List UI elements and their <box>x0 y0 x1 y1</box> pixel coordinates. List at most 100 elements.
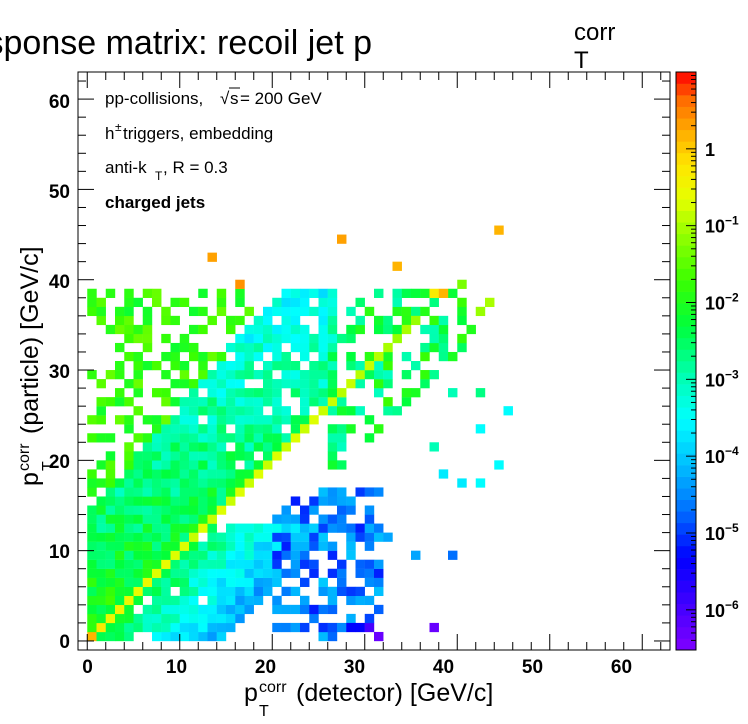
heatmap-cell <box>152 469 162 479</box>
heatmap-cell <box>226 496 236 506</box>
heatmap-cell <box>198 604 208 615</box>
heatmap-cell <box>337 397 347 407</box>
heatmap-cell <box>87 288 97 298</box>
heatmap-cell <box>87 532 97 542</box>
heatmap-cell <box>105 613 116 624</box>
heatmap-cell <box>105 604 116 615</box>
color-scale-label-base: 1 <box>705 140 715 160</box>
heatmap-cell <box>133 523 143 533</box>
heatmap-cell <box>290 306 301 317</box>
heatmap-cell <box>161 469 171 479</box>
heatmap-cell <box>133 351 143 362</box>
heatmap-cell <box>244 397 254 407</box>
heatmap-cell <box>438 288 449 298</box>
heatmap-cell <box>309 397 319 407</box>
heatmap-cell <box>272 297 282 308</box>
heatmap-cell <box>226 460 236 470</box>
heatmap-cell <box>337 487 347 497</box>
heatmap-cell <box>290 622 301 633</box>
heatmap-cell <box>327 451 338 461</box>
heatmap-cell <box>272 397 282 407</box>
heatmap-cell <box>290 361 301 371</box>
heatmap-cell <box>374 424 384 434</box>
heatmap-cell <box>198 406 208 416</box>
heatmap-cell <box>290 604 301 615</box>
heatmap-cell <box>281 288 291 298</box>
heatmap-cell <box>226 397 236 407</box>
heatmap-cell <box>96 315 106 326</box>
heatmap-cell <box>161 451 171 461</box>
heatmap-cell <box>161 568 171 578</box>
heatmap-cell <box>290 370 301 380</box>
heatmap-cell <box>290 559 301 569</box>
heatmap-cell <box>179 514 190 524</box>
heatmap-cell <box>87 514 97 524</box>
heatmap-cell <box>179 586 190 597</box>
heatmap-cell <box>272 379 282 389</box>
heatmap-cell <box>346 306 356 317</box>
heatmap-cell <box>115 361 125 371</box>
heatmap-cell <box>152 532 162 542</box>
heatmap-cell <box>115 306 125 317</box>
heatmap-cell <box>235 361 245 371</box>
y-tick-label-0: 0 <box>59 632 70 653</box>
heatmap-cell <box>429 442 439 452</box>
heatmap-cell <box>152 496 162 506</box>
heatmap-cell <box>309 333 319 344</box>
heatmap-cell <box>152 424 162 434</box>
heatmap-cell <box>253 541 264 551</box>
y-tick-label-60: 60 <box>49 92 70 113</box>
heatmap-cell <box>216 568 227 578</box>
heatmap-cell <box>96 586 106 597</box>
heatmap-cell <box>411 288 421 298</box>
heatmap-cell <box>216 469 227 479</box>
heatmap-cell <box>263 379 273 389</box>
heatmap-cell <box>355 324 365 335</box>
heatmap-cell <box>327 333 338 344</box>
heatmap-cell <box>290 415 301 425</box>
heatmap-cell <box>216 460 227 470</box>
heatmap-cell <box>207 595 217 606</box>
heatmap-cell <box>263 460 273 470</box>
heatmap-cell <box>124 442 134 452</box>
heatmap-cell <box>226 559 236 569</box>
heatmap-cell <box>281 324 291 335</box>
heatmap-cell <box>263 424 273 434</box>
heatmap-cell <box>235 568 245 578</box>
heatmap-cell <box>411 315 421 326</box>
heatmap-cell <box>327 306 338 317</box>
heatmap-cell <box>226 361 236 371</box>
heatmap-cell <box>392 261 402 271</box>
heatmap-cell <box>272 622 282 633</box>
heatmap-cell <box>198 306 208 317</box>
heatmap-cell <box>198 351 208 362</box>
heatmap-cell <box>189 604 199 615</box>
annotations: pp-collisions, √ s = 200 GeV h ± trigger… <box>105 87 322 212</box>
color-scale-step <box>676 488 696 501</box>
heatmap-cell <box>161 550 171 560</box>
heatmap-cell <box>189 451 199 461</box>
heatmap-cell <box>235 487 245 497</box>
heatmap-cell <box>189 514 199 524</box>
heatmap-cell <box>115 496 125 506</box>
heatmap-cell <box>207 451 217 461</box>
heatmap-cell <box>115 415 125 425</box>
heatmap-cell <box>309 568 319 578</box>
heatmap-cell <box>161 541 171 551</box>
heatmap-cell <box>281 541 291 551</box>
heatmap-cell <box>133 370 143 380</box>
heatmap-cell <box>226 532 236 542</box>
color-scale-label-base: 10 <box>705 524 725 544</box>
heatmap-cell <box>253 415 264 425</box>
heatmap-cell <box>420 342 430 353</box>
heatmap-cell <box>364 595 375 606</box>
heatmap-cell <box>216 433 227 443</box>
y-tick-label-20: 20 <box>49 452 70 473</box>
heatmap-cell <box>253 460 264 470</box>
heatmap-cell <box>364 415 375 425</box>
heatmap-cell <box>272 523 282 533</box>
heatmap-cell <box>207 586 217 597</box>
heatmap-cell <box>318 541 328 551</box>
heatmap-cell <box>244 568 254 578</box>
heatmap-cell <box>401 388 412 398</box>
